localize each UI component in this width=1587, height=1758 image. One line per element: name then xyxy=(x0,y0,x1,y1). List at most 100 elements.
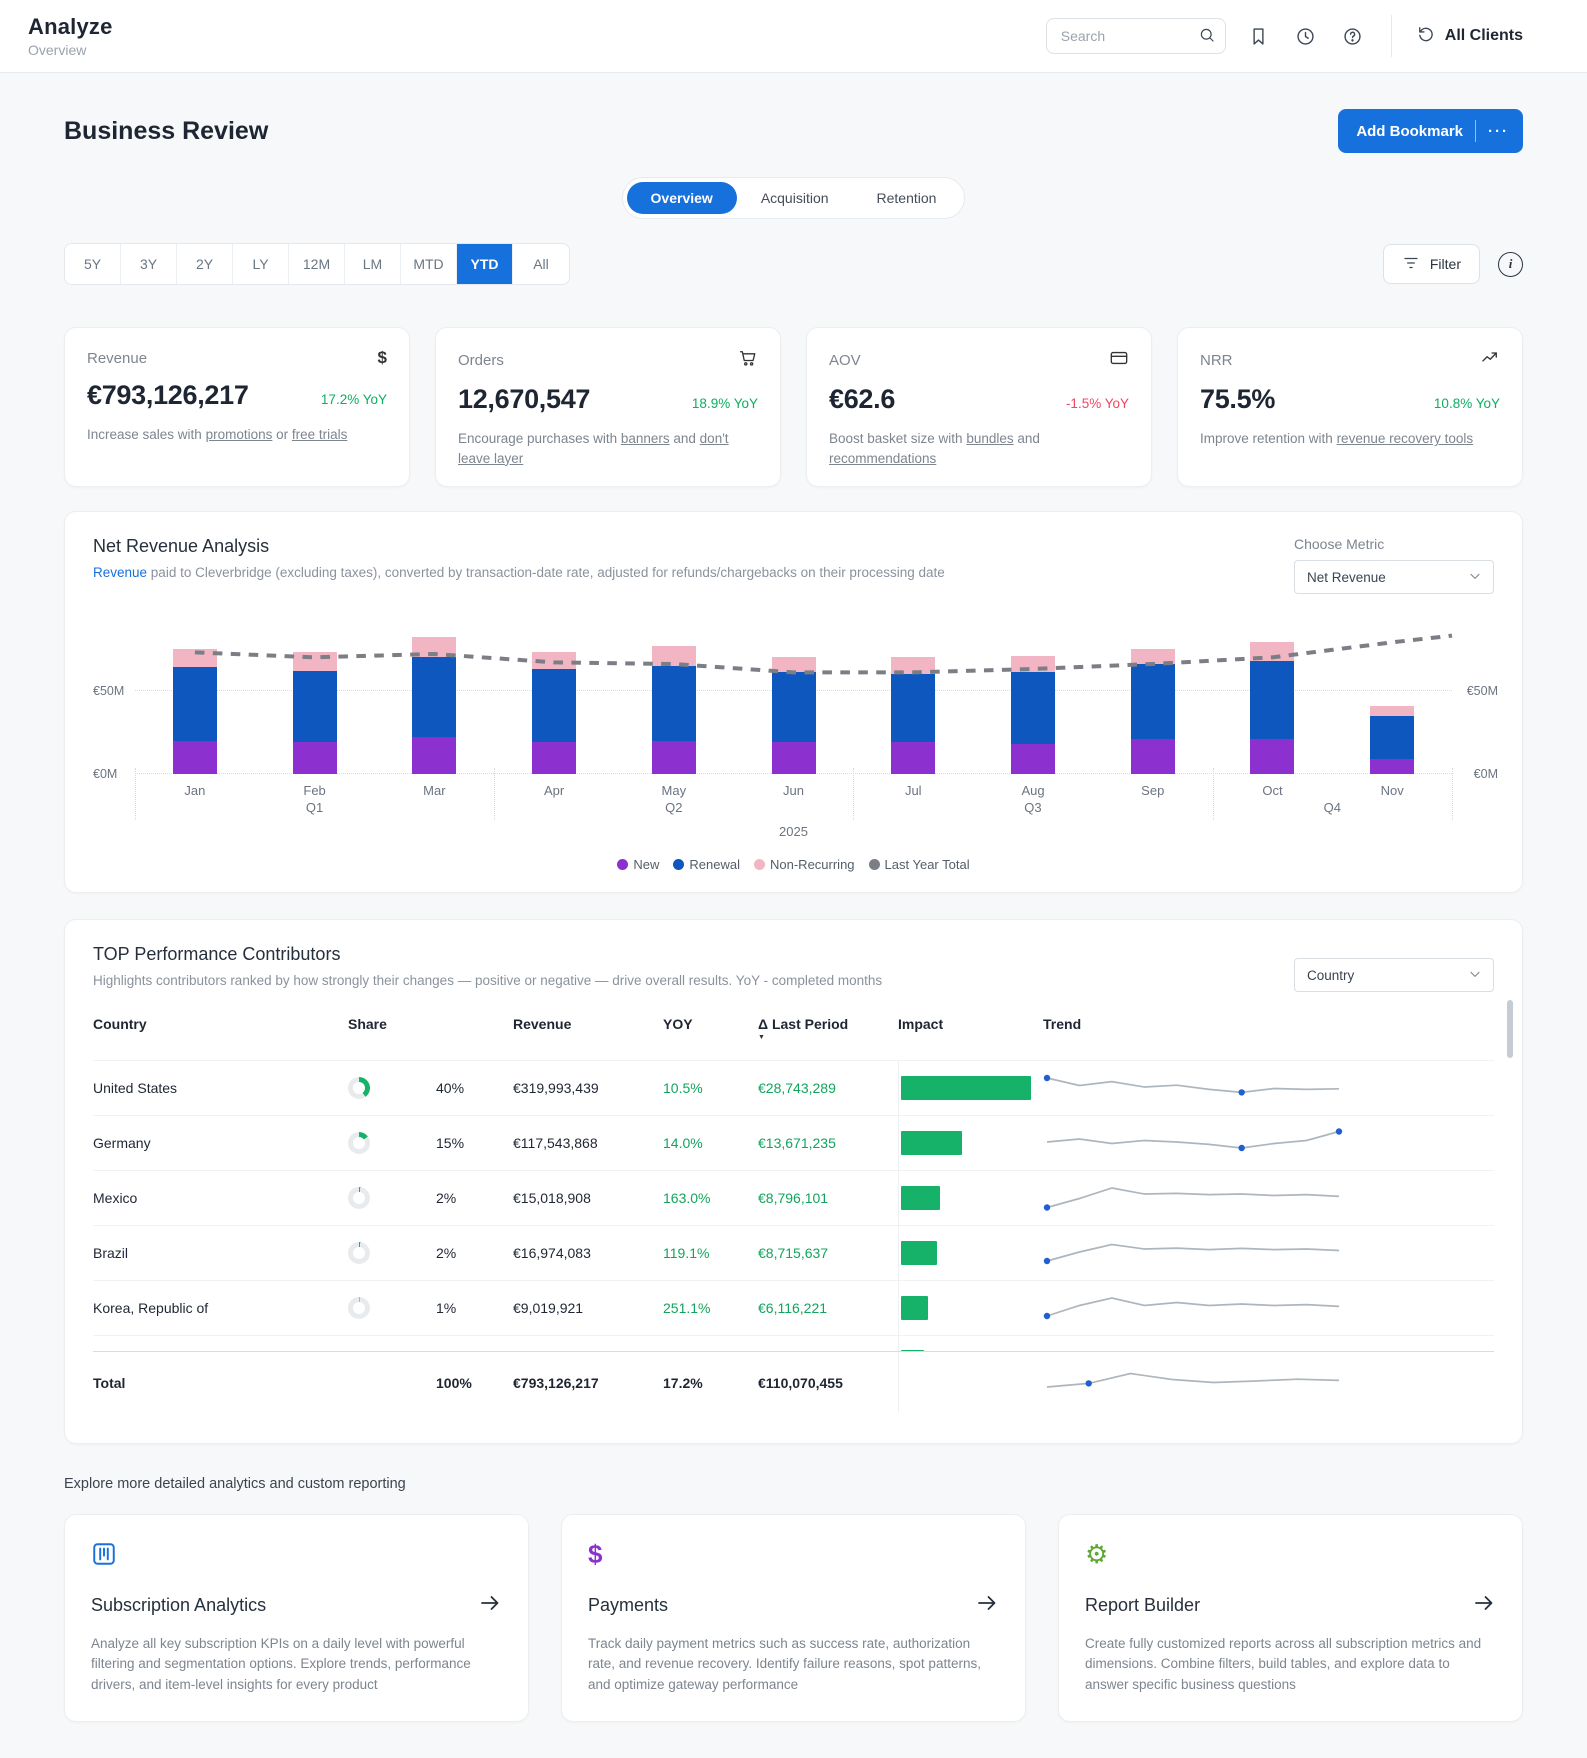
explore-card-report-builder[interactable]: ⚙ Report Builder Create fully customized r… xyxy=(1058,1514,1523,1722)
kpi-card-revenue: Revenue $ €793,126,217 17.2% YoY Increase sa… xyxy=(64,327,410,488)
table-row-germany[interactable]: Germany 15% €117,543,868 14.0% €13,671,235 xyxy=(93,1115,1494,1171)
explore-card-description: Track daily payment metrics such as succ… xyxy=(588,1636,981,1692)
filter-button[interactable]: Filter xyxy=(1382,244,1480,284)
kpi-link-free-trials[interactable]: free trials xyxy=(291,427,348,442)
impact-cell xyxy=(898,1061,1043,1116)
more-actions-icon[interactable]: ··· xyxy=(1488,122,1509,140)
trend-cell xyxy=(1043,1178,1494,1219)
bar-may xyxy=(614,624,734,775)
range-12m[interactable]: 12M xyxy=(289,244,345,284)
search-input[interactable] xyxy=(1045,18,1226,54)
kpi-link-revenue-recovery-tools[interactable]: revenue recovery tools xyxy=(1336,431,1474,446)
bar-segment-non-recurring xyxy=(771,657,816,673)
app-title: Analyze xyxy=(28,14,113,39)
bar-segment-new xyxy=(771,742,816,775)
table-row-united-states[interactable]: United States 40% €319,993,439 10.5% €28,743… xyxy=(93,1060,1494,1116)
dollar-icon: $ xyxy=(377,348,387,367)
metric-select[interactable]: Net Revenue xyxy=(1294,560,1494,595)
table-row-brazil[interactable]: Brazil 2% €16,974,083 119.1% €8,715,637 xyxy=(93,1225,1494,1281)
explore-card-subscription-analytics[interactable]: Subscription Analytics Analyze all key su… xyxy=(64,1514,529,1722)
kpi-description: Encourage purchases with banners and don… xyxy=(458,431,729,466)
column-header-share[interactable]: Share xyxy=(348,1016,387,1033)
column-header-trend[interactable]: Trend xyxy=(1043,1016,1082,1033)
kpi-yoy-badge: -1.5% YoY xyxy=(1065,396,1129,411)
trend-sparkline xyxy=(1043,1186,1340,1211)
column-header-revenue[interactable]: Revenue xyxy=(513,1016,572,1033)
kpi-label: NRR xyxy=(1200,351,1233,369)
dimension-select[interactable]: Country xyxy=(1294,958,1494,993)
table-row-mexico[interactable]: Mexico 2% €15,018,908 163.0% €8,796,101 xyxy=(93,1170,1494,1226)
legend-item-last-year-total[interactable]: Last Year Total xyxy=(868,857,970,872)
yoy-cell: 251.1% xyxy=(663,1300,711,1317)
range-all[interactable]: All xyxy=(513,244,569,284)
explore-card-payments[interactable]: $ Payments Track daily payment metrics suc… xyxy=(561,1514,1026,1722)
sort-caret-icon[interactable]: ▼ xyxy=(758,1034,765,1042)
yoy-cell: 163.0% xyxy=(663,1190,711,1207)
column-header-country[interactable]: Country xyxy=(93,1016,147,1033)
explore-card-title: Report Builder xyxy=(1085,1595,1201,1616)
filter-label: Filter xyxy=(1429,256,1461,272)
share-label: 40% xyxy=(436,1080,465,1097)
y-axis-label-right: €0M xyxy=(1473,767,1498,782)
table-row-korea-republic-of[interactable]: Korea, Republic of 1% €9,019,921 251.1% €6,1… xyxy=(93,1280,1494,1336)
month-label-mar: Mar xyxy=(423,783,446,799)
legend-item-new[interactable]: New xyxy=(617,857,659,872)
app-subtitle: Overview xyxy=(28,42,87,58)
info-icon[interactable]: i xyxy=(1498,251,1523,277)
range-ytd[interactable]: YTD xyxy=(457,244,513,284)
impact-bar xyxy=(901,1131,963,1156)
tab-overview[interactable]: Overview xyxy=(626,182,737,214)
bar-segment-renewal xyxy=(1250,660,1295,740)
bar-segment-renewal xyxy=(532,669,577,743)
tab-acquisition[interactable]: Acquisition xyxy=(737,182,853,214)
impact-bar xyxy=(901,1076,1031,1101)
impact-bar xyxy=(901,1350,925,1352)
column-header-last-period[interactable]: Δ Last Period ▼ xyxy=(758,1016,898,1042)
bar-segment-new xyxy=(532,742,577,775)
tab-retention[interactable]: Retention xyxy=(853,182,961,214)
column-header-impact[interactable]: Impact xyxy=(898,1016,944,1033)
range-lm[interactable]: LM xyxy=(345,244,401,284)
column-header-yoy[interactable]: YOY xyxy=(663,1016,693,1033)
bar-segment-renewal xyxy=(651,665,696,741)
all-clients-button[interactable]: All Clients xyxy=(1416,24,1523,49)
kpi-link-recommendations[interactable]: recommendations xyxy=(829,450,937,466)
total-revenue: €793,126,217 xyxy=(513,1374,599,1391)
columns-icon xyxy=(91,1539,502,1569)
range-5y[interactable]: 5Y xyxy=(65,244,121,284)
revenue-link[interactable]: Revenue xyxy=(93,565,148,581)
kpi-link-banners[interactable]: banners xyxy=(620,431,670,446)
table-subtitle: Highlights contributors ranked by how st… xyxy=(93,973,883,989)
quarter-label-q4: Q4 xyxy=(1323,800,1341,816)
funnel-icon xyxy=(1402,254,1420,275)
kpi-link-bundles[interactable]: bundles xyxy=(966,431,1014,446)
kpi-link-don-t-leave-layer[interactable]: don't leave layer xyxy=(458,431,729,466)
history-icon[interactable] xyxy=(1291,22,1320,51)
table-scrollbar[interactable] xyxy=(1507,1000,1513,1059)
explore-card-description: Analyze all key subscription KPIs on a d… xyxy=(91,1636,471,1692)
month-label-nov: Nov xyxy=(1380,783,1404,799)
range-ly[interactable]: LY xyxy=(233,244,289,284)
kpi-link-promotions[interactable]: promotions xyxy=(205,427,273,442)
arrow-right-icon xyxy=(1472,1591,1496,1620)
bar-sep xyxy=(1093,624,1213,775)
kpi-card-nrr: NRR 75.5% 10.8% YoY Improve retention with … xyxy=(1177,327,1523,488)
bar-segment-non-recurring xyxy=(1130,649,1175,665)
total-last-period: €110,070,455 xyxy=(758,1374,843,1391)
bar-segment-renewal xyxy=(172,667,217,741)
range-3y[interactable]: 3Y xyxy=(121,244,177,284)
month-label-jan: Jan xyxy=(184,783,206,799)
kpi-description: Improve retention with revenue recovery … xyxy=(1200,431,1474,446)
bookmark-icon[interactable] xyxy=(1244,22,1273,51)
net-revenue-card: Net Revenue Analysis Revenue paid to Cle… xyxy=(64,511,1523,894)
range-2y[interactable]: 2Y xyxy=(177,244,233,284)
table-row-partial xyxy=(93,1335,1494,1352)
chevron-down-icon xyxy=(1467,568,1483,587)
range-mtd[interactable]: MTD xyxy=(401,244,457,284)
add-bookmark-button[interactable]: Add Bookmark ··· xyxy=(1338,109,1523,153)
legend-item-non-recurring[interactable]: Non-Recurring xyxy=(754,857,855,872)
legend-item-renewal[interactable]: Renewal xyxy=(673,857,740,872)
help-icon[interactable] xyxy=(1338,22,1367,51)
cart-icon xyxy=(738,348,758,372)
share-cell: 40% xyxy=(348,1077,513,1100)
